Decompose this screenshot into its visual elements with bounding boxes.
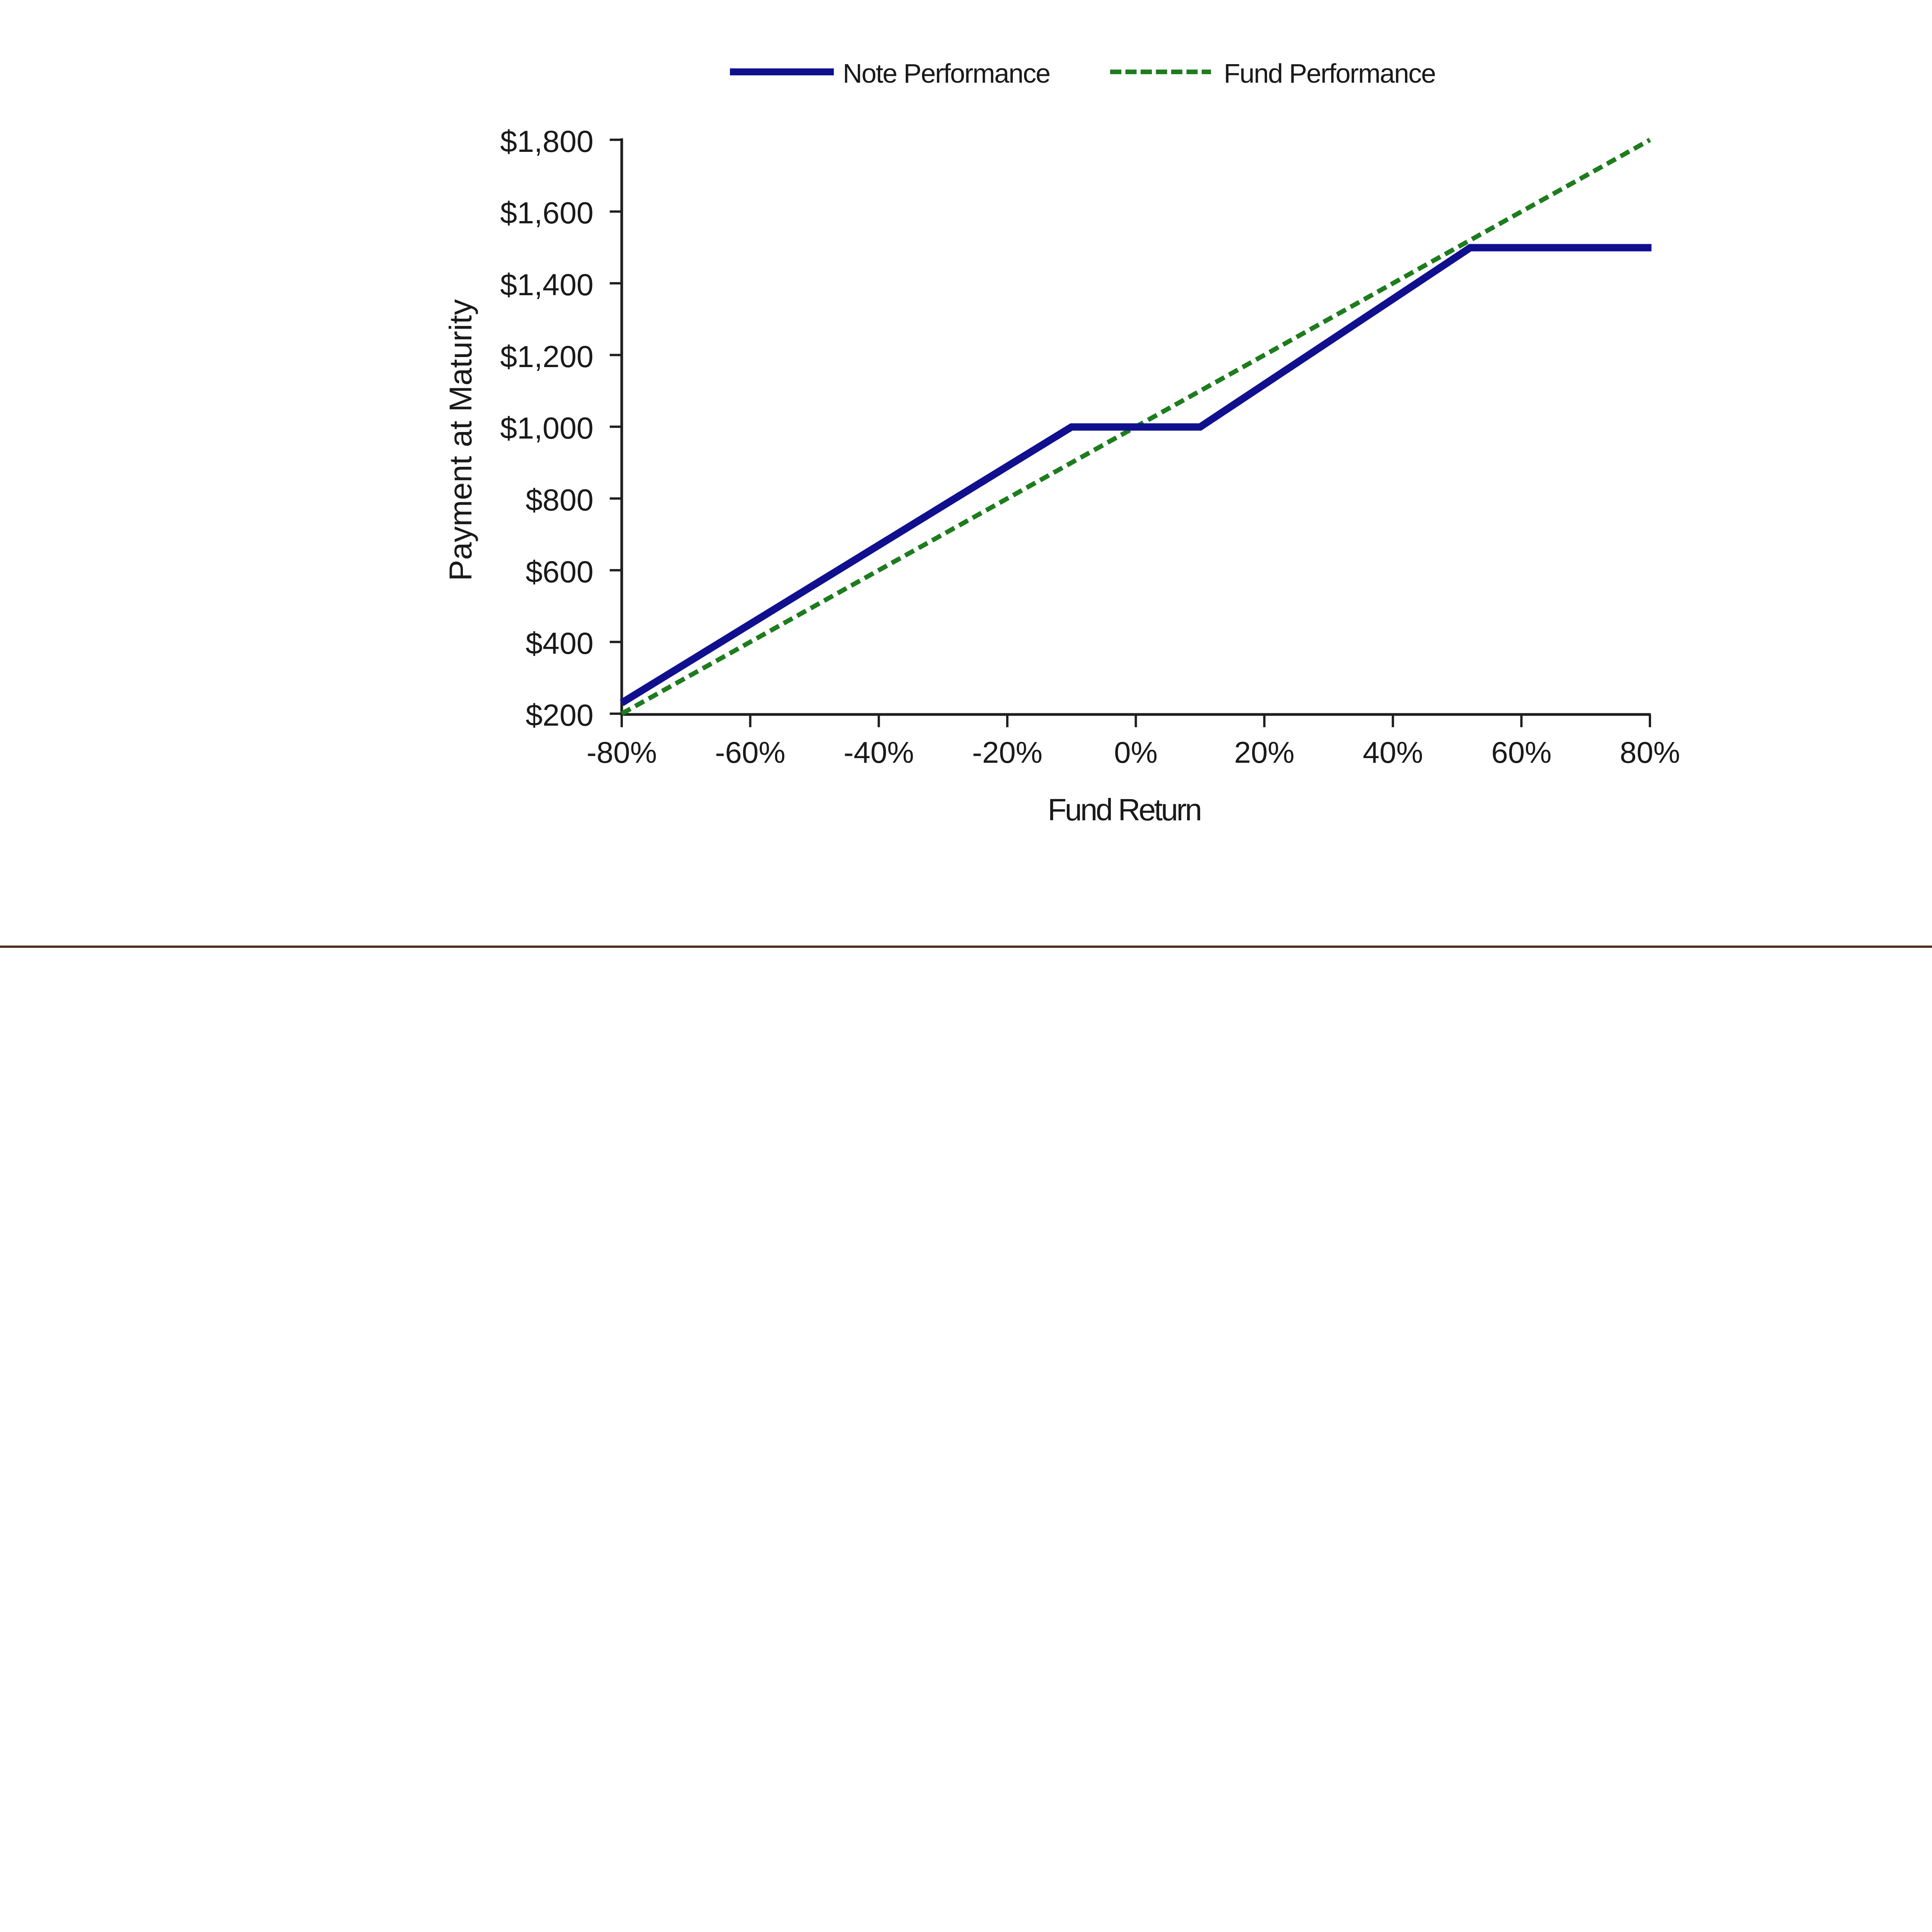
svg-text:20%: 20%: [1234, 735, 1294, 769]
svg-text:Payment at Maturity: Payment at Maturity: [443, 299, 478, 581]
svg-text:Fund Return: Fund Return: [1048, 793, 1200, 827]
svg-text:-40%: -40%: [844, 735, 914, 769]
svg-text:0%: 0%: [1114, 735, 1158, 769]
svg-text:$600: $600: [526, 554, 594, 589]
svg-text:$400: $400: [526, 626, 594, 660]
svg-text:-20%: -20%: [972, 735, 1043, 769]
svg-text:$1,200: $1,200: [500, 339, 594, 374]
svg-text:$200: $200: [526, 698, 594, 732]
svg-text:$1,800: $1,800: [500, 124, 594, 158]
svg-text:60%: 60%: [1491, 735, 1551, 769]
svg-text:-80%: -80%: [587, 735, 657, 769]
svg-text:$1,400: $1,400: [500, 267, 594, 302]
svg-text:Note Performance: Note Performance: [843, 58, 1050, 88]
svg-text:Fund Performance: Fund Performance: [1224, 58, 1435, 88]
svg-text:$1,000: $1,000: [500, 411, 594, 445]
svg-text:40%: 40%: [1363, 735, 1423, 769]
svg-text:-60%: -60%: [715, 735, 786, 769]
svg-text:80%: 80%: [1620, 735, 1680, 769]
svg-text:$800: $800: [526, 483, 594, 517]
svg-text:$1,600: $1,600: [500, 196, 594, 230]
